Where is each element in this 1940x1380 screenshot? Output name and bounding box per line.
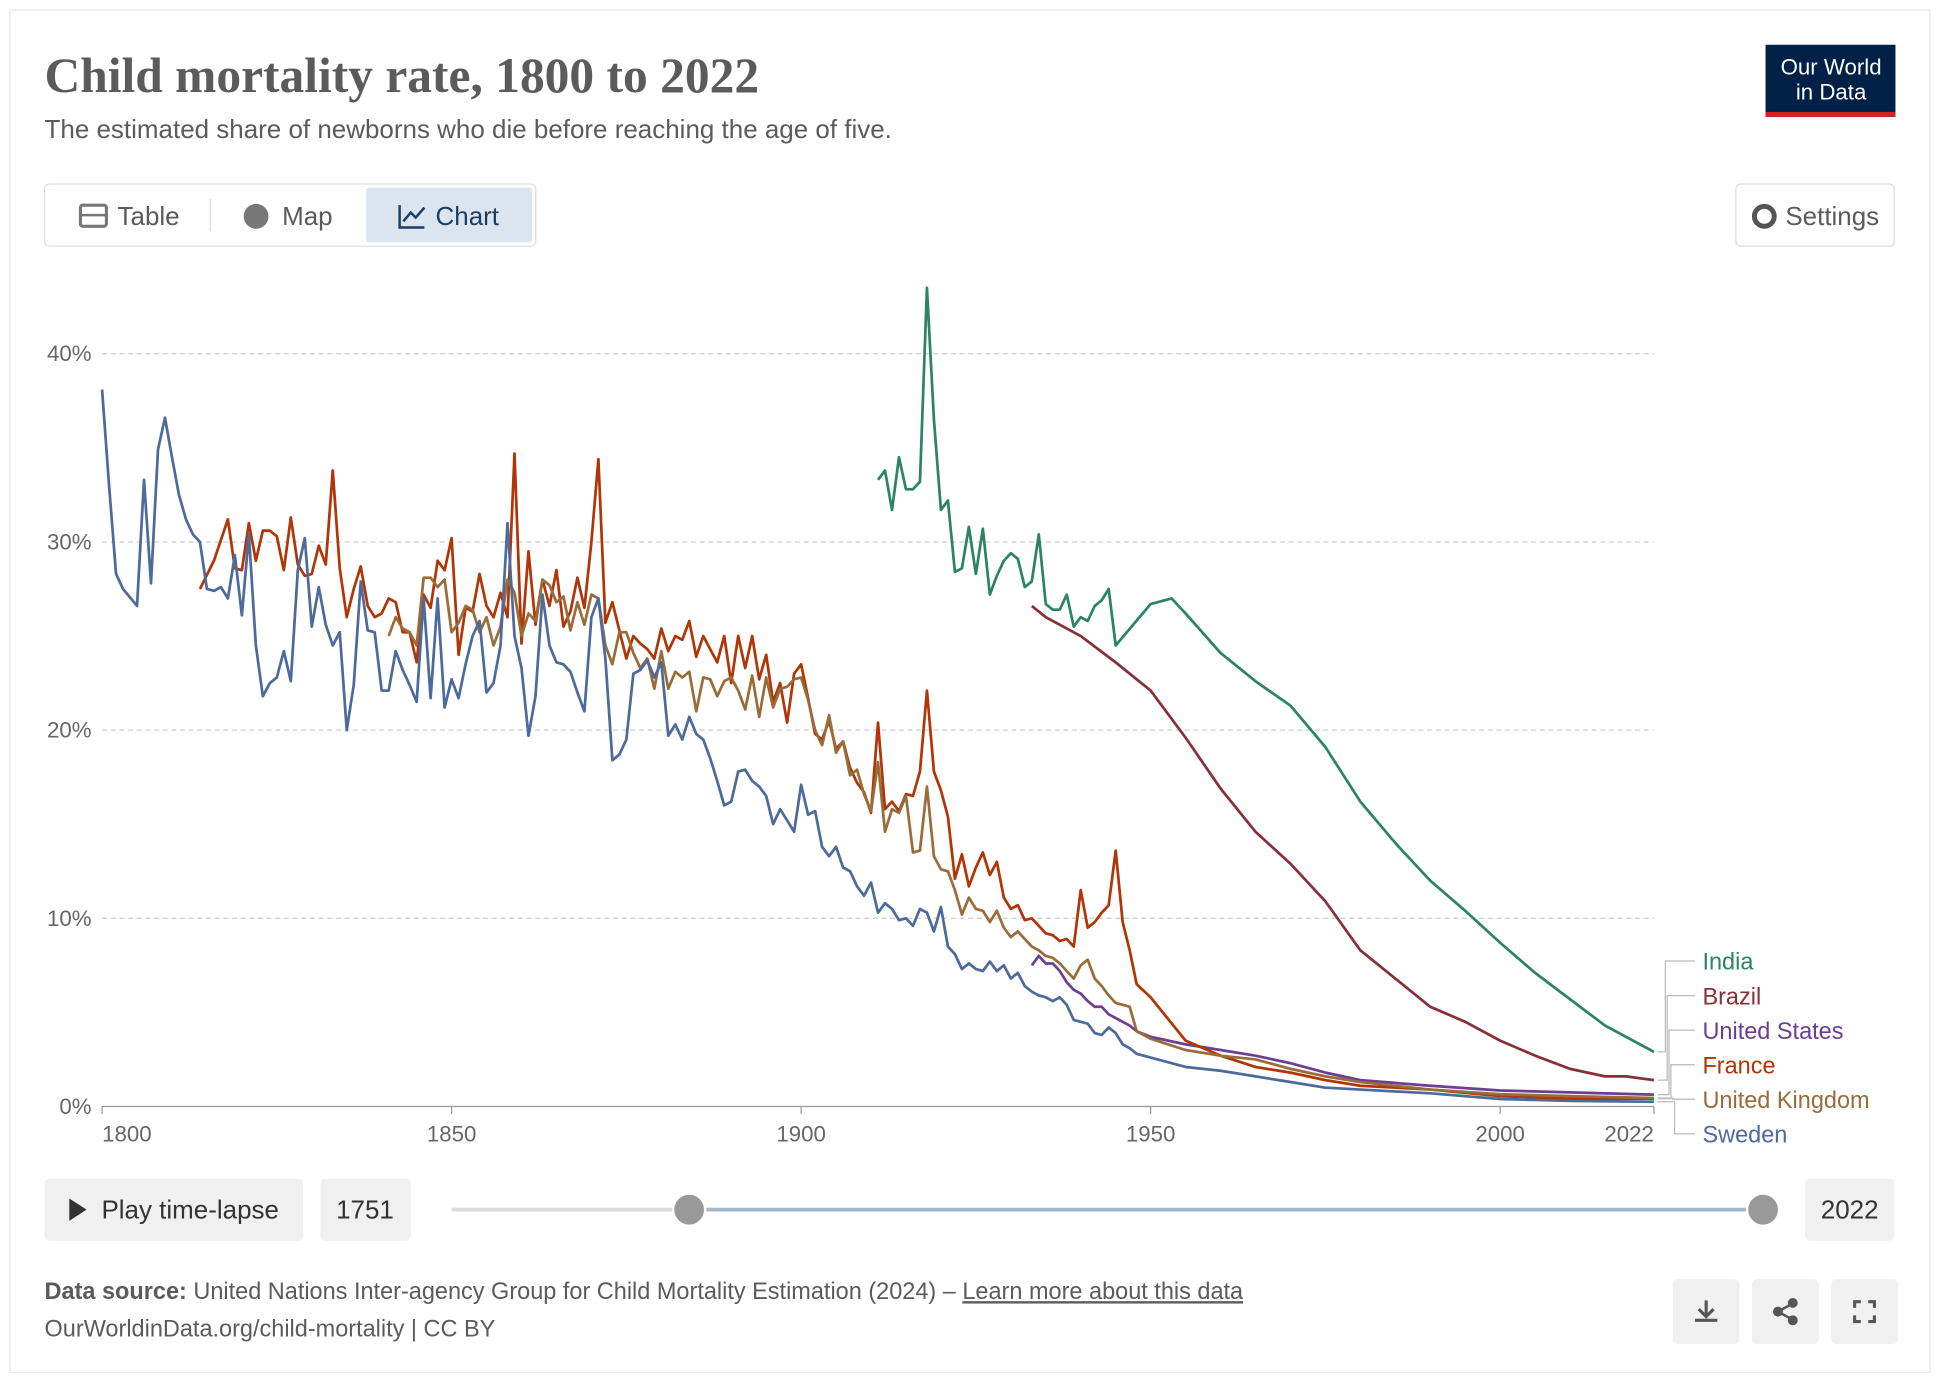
series-line: [1030, 604, 1655, 1082]
legend-label: United States: [1702, 1018, 1843, 1044]
share-icon: [1772, 1306, 1783, 1317]
tab-label: Chart: [436, 201, 500, 231]
tabs: Table Map Chart: [43, 183, 537, 247]
fullscreen-button[interactable]: [1831, 1279, 1898, 1344]
x-tick-label: 1800: [102, 1121, 152, 1146]
slider-handle[interactable]: [671, 1192, 707, 1228]
x-tick-label: 2000: [1475, 1121, 1525, 1146]
x-tick-label: 2022: [1604, 1121, 1654, 1146]
logo-text: Our World: [1781, 55, 1882, 80]
legend-label: Sweden: [1702, 1121, 1787, 1147]
source-text: United Nations Inter-agency Group for Ch…: [193, 1278, 962, 1304]
x-tick-label: 1850: [427, 1121, 477, 1146]
logo-text: in Data: [1796, 79, 1867, 104]
y-tick-label: 30%: [47, 529, 92, 554]
logo[interactable]: Our World in Data: [1765, 44, 1896, 117]
source-label: Data source:: [45, 1278, 187, 1304]
y-tick-label: 0%: [59, 1094, 91, 1119]
button-label: Play time-lapse: [101, 1194, 279, 1224]
legend-label: France: [1702, 1052, 1775, 1078]
source-link[interactable]: Learn more about this data: [962, 1278, 1244, 1304]
button: [1735, 183, 1895, 247]
share-icon: [1787, 1315, 1798, 1326]
button: [44, 1178, 304, 1241]
chart-title: Child mortality rate, 1800 to 2022: [45, 48, 760, 103]
button: [1751, 1279, 1819, 1344]
year-box: [1805, 1178, 1895, 1241]
slider-handle[interactable]: [1745, 1192, 1781, 1228]
tab[interactable]: Chart: [398, 201, 500, 231]
start-year: 1751: [336, 1194, 394, 1224]
year-box: [320, 1178, 411, 1241]
x-tick-label: 1950: [1126, 1121, 1176, 1146]
tab-label: Map: [282, 201, 333, 231]
legend-label: United Kingdom: [1702, 1087, 1869, 1113]
source: Data source: United Nations Inter-agency…: [45, 1278, 1244, 1304]
series-line: [876, 286, 1655, 1054]
tab[interactable]: Table: [78, 201, 180, 231]
logo-bar: [1765, 111, 1896, 117]
button-label: Settings: [1785, 201, 1879, 231]
download-icon: [1695, 1300, 1718, 1322]
y-tick-label: 40%: [47, 341, 92, 366]
gear-icon: [1751, 203, 1777, 229]
legend-label: Brazil: [1702, 983, 1761, 1009]
end-year: 2022: [1821, 1194, 1879, 1224]
download-button[interactable]: [1672, 1279, 1740, 1344]
y-tick-label: 10%: [47, 906, 92, 931]
legend-label: India: [1702, 949, 1754, 975]
timeline: Play time-lapse 1751 2022: [44, 1178, 1895, 1241]
series-line: [100, 389, 1654, 1104]
x-tick-label: 1900: [776, 1121, 826, 1146]
series-line: [1030, 954, 1654, 1096]
play-icon: [69, 1198, 87, 1221]
chart-icon: [402, 206, 426, 223]
chart-subtitle: The estimated share of newborns who die …: [45, 114, 892, 144]
share-icon: [1787, 1297, 1798, 1308]
plot: 0% 10% 20% 30% 40% 1800 1850 1900 1950 2000 2022 In…: [47, 286, 1870, 1148]
tab-label: Table: [118, 201, 180, 231]
series-line: [198, 452, 1654, 1100]
fullscreen-icon: [1853, 1300, 1876, 1324]
button: [1831, 1279, 1898, 1344]
share-button[interactable]: [1751, 1279, 1819, 1344]
play-button[interactable]: Play time-lapse: [44, 1178, 304, 1241]
legend-connector: [1657, 1097, 1696, 1100]
y-tick-label: 20%: [47, 718, 92, 743]
settings-button[interactable]: Settings: [1735, 183, 1895, 247]
legend-connector: [1657, 960, 1696, 1053]
chart-icon: [398, 205, 425, 229]
series-line: [387, 576, 1654, 1100]
map-icon: [243, 203, 269, 229]
legend-connector: [1657, 1029, 1696, 1096]
logo-box: [1765, 44, 1896, 117]
url: OurWorldinData.org/child-mortality | CC …: [45, 1315, 496, 1341]
tab[interactable]: Map: [243, 201, 333, 231]
legend-connector: [1657, 994, 1696, 1081]
legend-connector: [1657, 1101, 1696, 1135]
